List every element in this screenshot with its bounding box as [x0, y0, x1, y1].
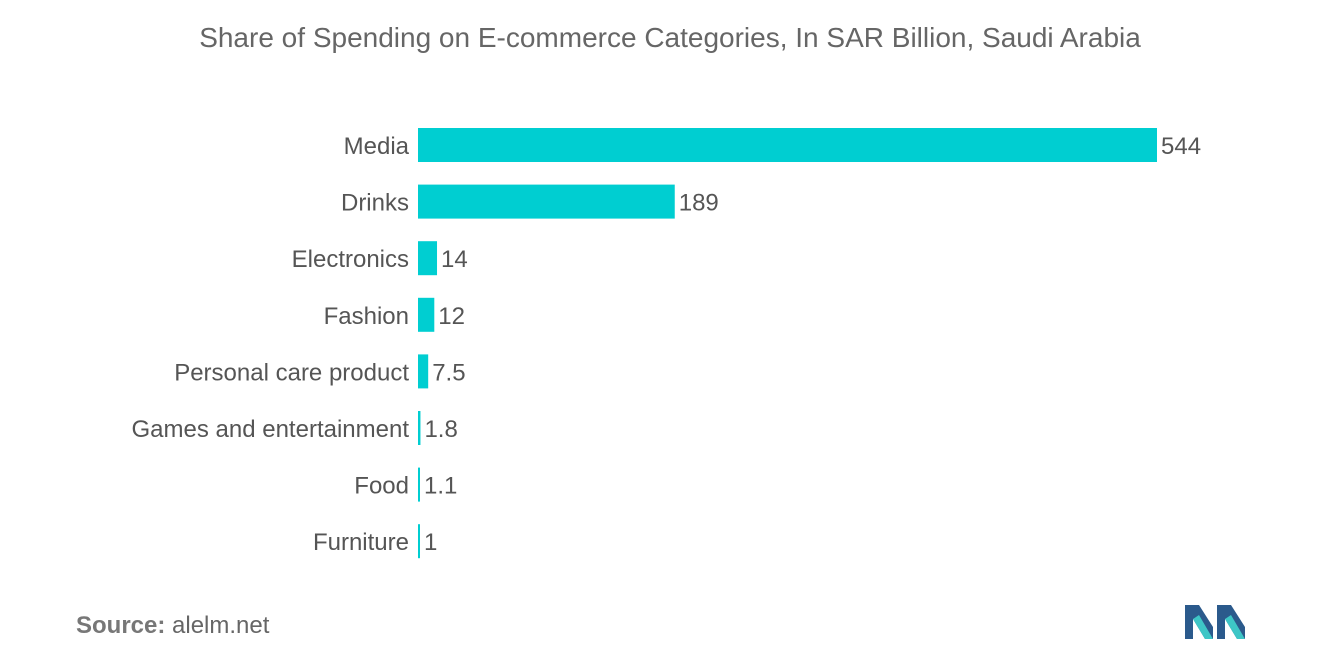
category-label: Food — [354, 473, 409, 500]
value-label: 544 — [1161, 133, 1201, 160]
category-label: Drinks — [341, 190, 409, 217]
value-label: 7.5 — [432, 359, 465, 386]
bar-chart: Media 544 Drinks 189 Electronics 14 Fashion 12 P… — [132, 128, 1201, 559]
source-note: Source: alelm.net — [76, 612, 269, 640]
bar — [418, 524, 420, 559]
value-label: 12 — [438, 303, 465, 330]
category-label: Electronics — [292, 246, 409, 273]
value-label: 1.8 — [424, 416, 457, 443]
category-label: Games and entertainment — [132, 416, 410, 443]
category-label: Media — [344, 133, 410, 160]
bar — [418, 297, 435, 332]
value-label: 1 — [424, 529, 437, 556]
source-label: Source: — [76, 612, 166, 639]
bar — [418, 184, 675, 219]
value-label: 14 — [441, 246, 468, 273]
bar — [418, 467, 420, 502]
value-label: 189 — [679, 190, 719, 217]
bar — [418, 411, 421, 445]
value-label: 1.1 — [424, 473, 457, 500]
bar — [418, 354, 429, 389]
category-label: Personal care product — [174, 359, 409, 386]
bar — [418, 241, 438, 276]
bar — [418, 128, 1157, 162]
category-label: Furniture — [313, 529, 409, 556]
category-label: Fashion — [324, 303, 409, 330]
source-value: alelm.net — [172, 612, 270, 639]
chart-title: Share of Spending on E-commerce Categori… — [199, 22, 1141, 53]
brand-logo-icon — [1185, 605, 1245, 639]
